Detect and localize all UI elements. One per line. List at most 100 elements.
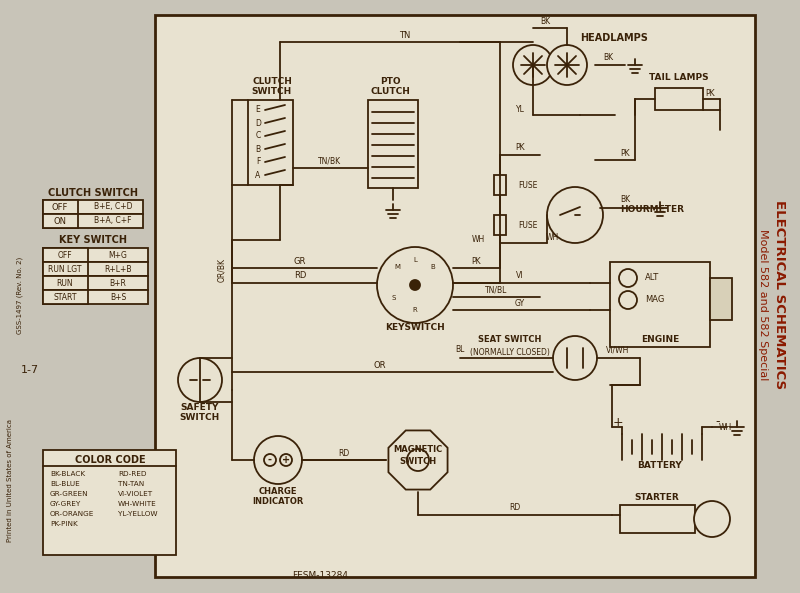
Text: S: S (391, 295, 395, 301)
Text: INDICATOR: INDICATOR (252, 498, 304, 506)
Bar (43, 276, 88, 290)
Text: COLOR CODE: COLOR CODE (74, 455, 146, 465)
Text: WH: WH (472, 235, 485, 244)
Bar (248, 100, 293, 185)
Text: Model 582 and 582 Special: Model 582 and 582 Special (758, 229, 768, 381)
Text: TN-TAN: TN-TAN (118, 481, 144, 487)
Text: PTO: PTO (380, 78, 400, 87)
Circle shape (547, 45, 587, 85)
Text: RD: RD (338, 448, 350, 458)
Bar (43, 450, 176, 555)
Text: RD: RD (294, 272, 306, 280)
Text: L: L (413, 257, 417, 263)
Text: 1-7: 1-7 (21, 365, 39, 375)
Text: ON: ON (54, 216, 66, 225)
Text: FESM-13284: FESM-13284 (292, 570, 348, 579)
Text: OR/BK: OR/BK (218, 258, 226, 282)
Text: GSS-1497 (Rev. No. 2): GSS-1497 (Rev. No. 2) (17, 256, 23, 334)
Text: OFF: OFF (52, 202, 68, 212)
Polygon shape (389, 431, 447, 490)
Bar (43, 262, 148, 276)
Bar (43, 290, 148, 304)
Text: ELECTRICAL SCHEMATICS: ELECTRICAL SCHEMATICS (773, 200, 786, 390)
Bar (610, 262, 710, 347)
Text: TAIL LAMPS: TAIL LAMPS (649, 74, 709, 82)
Text: WH: WH (546, 234, 558, 243)
Text: SWITCH: SWITCH (252, 88, 292, 97)
Text: BK: BK (540, 18, 550, 27)
Bar (494, 215, 506, 235)
Text: WH: WH (718, 423, 732, 432)
Text: C: C (255, 132, 261, 141)
Text: WH-WHITE: WH-WHITE (118, 501, 157, 507)
Text: BK: BK (603, 53, 613, 62)
Text: GR: GR (294, 257, 306, 266)
Text: B+S: B+S (110, 292, 126, 301)
Text: RD-RED: RD-RED (118, 471, 146, 477)
Circle shape (694, 501, 730, 537)
Circle shape (264, 454, 276, 466)
Bar (43, 214, 78, 228)
Text: E: E (256, 106, 260, 114)
Text: START: START (54, 292, 77, 301)
Bar (155, 15, 755, 577)
Text: B: B (255, 145, 261, 154)
Text: STARTER: STARTER (634, 493, 679, 502)
Text: B: B (430, 264, 435, 270)
Text: CLUTCH SWITCH: CLUTCH SWITCH (48, 188, 138, 198)
Bar (43, 276, 148, 290)
Text: CLUTCH: CLUTCH (252, 78, 292, 87)
Circle shape (254, 436, 302, 484)
Text: M+G: M+G (109, 250, 127, 260)
Text: B+A, C+F: B+A, C+F (94, 216, 132, 225)
Text: -: - (716, 416, 720, 429)
Text: BL-BLUE: BL-BLUE (50, 481, 80, 487)
Text: OFF: OFF (58, 250, 72, 260)
Text: MAGNETIC: MAGNETIC (394, 445, 442, 454)
Text: BK-BLACK: BK-BLACK (50, 471, 85, 477)
Text: R: R (413, 307, 418, 313)
Text: PK: PK (620, 148, 630, 158)
Text: RUN LGT: RUN LGT (48, 264, 82, 273)
Text: PK: PK (515, 144, 525, 152)
Text: +: + (282, 455, 290, 465)
Text: GR-GREEN: GR-GREEN (50, 491, 89, 497)
Text: FUSE: FUSE (518, 221, 538, 229)
Text: VI/WH: VI/WH (606, 346, 630, 355)
Circle shape (178, 358, 222, 402)
Bar (710, 278, 732, 320)
Text: CHARGE: CHARGE (258, 487, 298, 496)
Text: TN/BL: TN/BL (485, 285, 507, 295)
Bar (494, 175, 506, 195)
Text: SWITCH: SWITCH (180, 413, 220, 422)
Text: HEADLAMPS: HEADLAMPS (580, 33, 648, 43)
Text: SEAT SWITCH: SEAT SWITCH (478, 336, 542, 345)
Text: HOURMETER: HOURMETER (620, 206, 684, 215)
Text: A: A (255, 171, 261, 180)
Circle shape (410, 280, 420, 290)
Text: M: M (394, 264, 400, 270)
Bar (43, 262, 88, 276)
Text: PK: PK (471, 257, 481, 266)
Circle shape (280, 454, 292, 466)
Text: +: + (613, 416, 623, 429)
Text: YL: YL (516, 106, 525, 114)
Text: TN: TN (399, 30, 410, 40)
Text: RD: RD (510, 503, 521, 512)
Bar (620, 505, 695, 533)
Bar (43, 200, 143, 214)
Text: ENGINE: ENGINE (641, 336, 679, 345)
Text: FUSE: FUSE (518, 180, 538, 190)
Text: R+L+B: R+L+B (104, 264, 132, 273)
Text: RUN: RUN (57, 279, 74, 288)
Text: VI-VIOLET: VI-VIOLET (118, 491, 153, 497)
Circle shape (407, 449, 429, 471)
Text: SWITCH: SWITCH (399, 458, 437, 467)
Bar (43, 248, 148, 262)
Circle shape (619, 269, 637, 287)
Text: B+R: B+R (110, 279, 126, 288)
Text: D: D (255, 119, 261, 127)
Text: PK-PINK: PK-PINK (50, 521, 78, 527)
Bar (43, 214, 143, 228)
Text: (NORMALLY CLOSED): (NORMALLY CLOSED) (470, 347, 550, 356)
